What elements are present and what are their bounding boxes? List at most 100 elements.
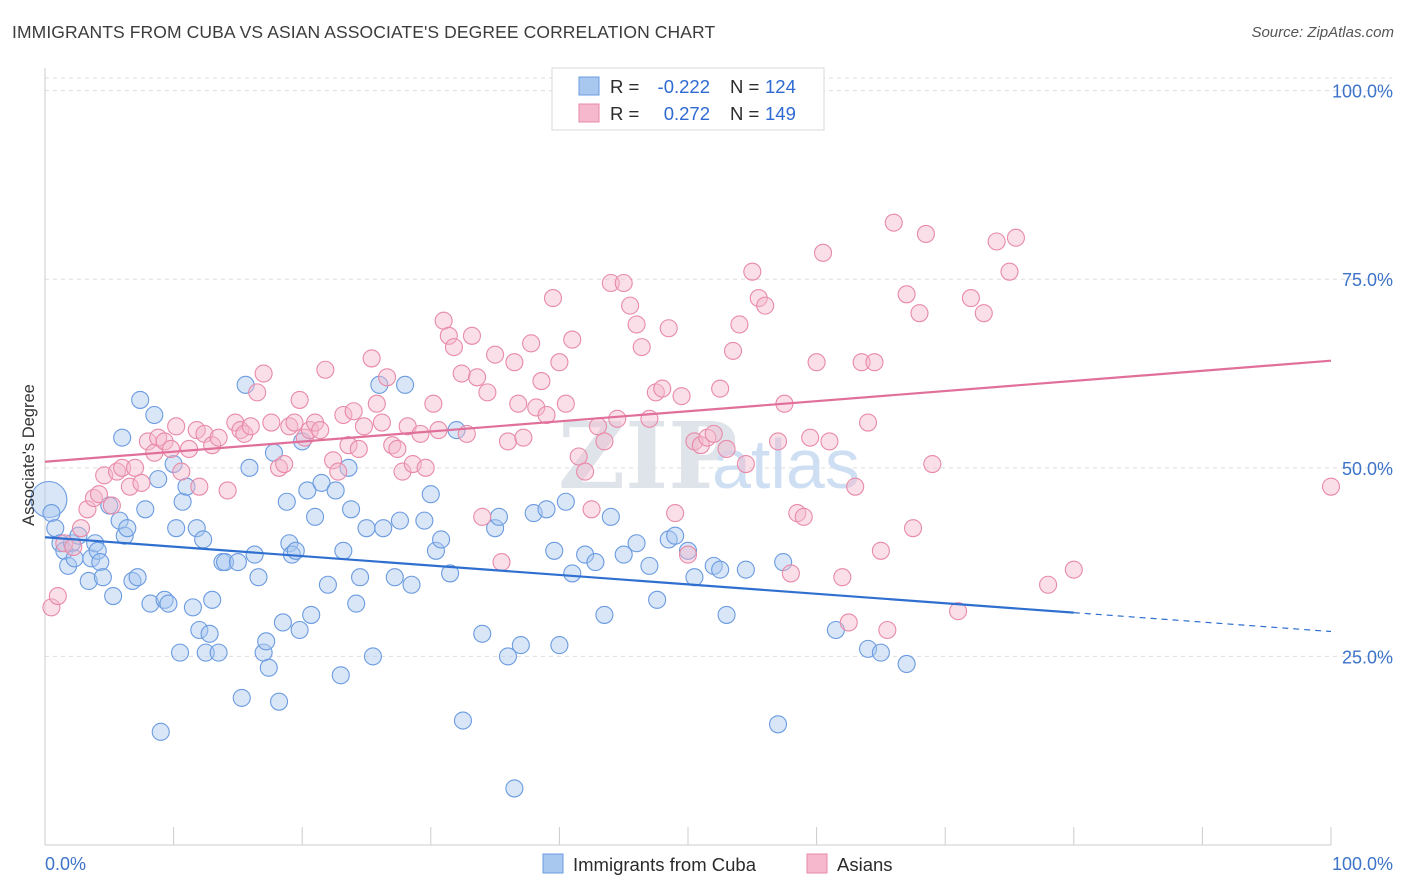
axes xyxy=(44,68,1332,846)
data-point-cuba xyxy=(302,605,321,624)
data-point-asians xyxy=(820,432,839,451)
legend-r-label: R = xyxy=(610,103,639,124)
data-point-asians xyxy=(367,394,386,413)
data-point-asians xyxy=(736,454,755,474)
data-point-cuba xyxy=(82,549,101,568)
data-point-cuba xyxy=(666,526,685,545)
legend-swatch-pink xyxy=(578,103,600,123)
data-point-asians xyxy=(632,338,651,357)
watermark-atlas: atlas xyxy=(712,425,860,503)
data-point-cuba xyxy=(228,553,247,572)
data-point-cuba xyxy=(473,624,492,643)
data-point-asians xyxy=(730,315,749,334)
data-point-asians xyxy=(167,417,186,436)
data-point-asians xyxy=(672,387,691,406)
data-point-cuba xyxy=(351,568,370,587)
data-point-asians xyxy=(569,447,588,466)
data-point-asians xyxy=(254,364,273,383)
data-point-asians xyxy=(717,439,736,459)
data-point-asians xyxy=(833,568,852,587)
data-point-asians xyxy=(378,368,397,387)
data-point-asians xyxy=(949,602,968,621)
legend: R = -0.222 N = 124 R = 0.272 N = 149 xyxy=(551,67,825,131)
data-point-cuba xyxy=(441,564,460,583)
legend-n-label: N = xyxy=(730,103,759,124)
data-point-asians xyxy=(839,613,858,632)
data-point-asians xyxy=(781,564,800,583)
data-point-cuba xyxy=(334,541,353,560)
data-point-cuba xyxy=(88,541,107,560)
data-point-cuba xyxy=(151,722,170,741)
data-point-cuba xyxy=(194,530,213,549)
data-point-cuba xyxy=(545,541,564,560)
y-tick-label: 100.0% xyxy=(1332,82,1393,102)
data-point-asians xyxy=(473,507,492,526)
data-point-asians xyxy=(532,372,551,391)
data-point-cuba xyxy=(897,654,916,674)
data-point-cuba xyxy=(290,620,309,640)
data-point-cuba xyxy=(113,428,132,447)
legend-r-value: 0.272 xyxy=(664,103,710,124)
data-point-cuba xyxy=(280,534,299,553)
data-point-asians xyxy=(1039,575,1058,594)
bottom-legend-label-asians: Asians xyxy=(837,854,893,875)
data-point-cuba xyxy=(768,715,788,734)
data-point-asians xyxy=(556,394,575,413)
data-point-cuba xyxy=(563,564,582,583)
data-point-asians xyxy=(285,413,304,432)
data-point-cuba xyxy=(415,511,434,530)
data-point-asians xyxy=(1000,262,1019,281)
data-point-cuba xyxy=(46,519,65,538)
data-point-cuba xyxy=(86,534,105,553)
data-point-asians xyxy=(858,413,878,432)
data-point-cuba xyxy=(245,545,264,564)
data-point-cuba xyxy=(240,458,259,477)
data-point-asians xyxy=(878,620,897,640)
data-point-asians xyxy=(601,273,620,293)
data-point-asians xyxy=(498,432,518,451)
data-point-asians xyxy=(339,436,358,455)
data-point-asians xyxy=(275,454,294,474)
data-point-asians xyxy=(444,338,463,357)
bottom-legend-swatch-blue xyxy=(542,853,564,874)
data-point-asians xyxy=(505,353,524,372)
data-point-cuba xyxy=(203,590,222,609)
data-point-asians xyxy=(563,330,582,349)
data-point-cuba xyxy=(736,560,755,579)
data-point-asians xyxy=(416,458,435,477)
data-point-asians xyxy=(393,462,412,481)
data-point-cuba xyxy=(249,568,268,587)
data-point-cuba xyxy=(257,632,276,651)
data-point-asians xyxy=(248,383,267,402)
data-point-cuba xyxy=(196,643,215,662)
data-point-cuba xyxy=(149,470,168,489)
data-point-cuba xyxy=(190,620,209,640)
data-point-cuba xyxy=(312,473,331,492)
data-point-asians xyxy=(78,500,97,519)
data-point-asians xyxy=(155,432,174,451)
data-point-cuba xyxy=(131,390,150,409)
data-point-asians xyxy=(190,477,209,496)
data-point-cuba xyxy=(556,492,575,511)
data-point-cuba xyxy=(141,594,160,613)
legend-r-value: -0.222 xyxy=(658,76,710,97)
data-point-cuba xyxy=(273,613,292,632)
data-point-asians xyxy=(974,304,993,323)
data-point-cuba xyxy=(215,553,235,572)
data-point-cuba xyxy=(685,568,704,587)
y-axis-label: Associate's Degree xyxy=(20,384,38,526)
data-point-cuba xyxy=(640,556,659,575)
data-point-asians xyxy=(756,296,775,315)
data-point-cuba xyxy=(59,556,78,575)
data-point-cuba xyxy=(453,711,473,730)
data-point-cuba xyxy=(871,643,890,662)
data-point-asians xyxy=(509,394,528,413)
data-point-asians xyxy=(691,436,710,455)
data-point-cuba xyxy=(164,454,183,474)
data-point-asians xyxy=(132,473,151,492)
data-point-asians xyxy=(102,496,121,515)
legend-n-label: N = xyxy=(730,76,759,97)
data-point-asians xyxy=(666,504,685,523)
data-point-cuba xyxy=(55,541,74,560)
